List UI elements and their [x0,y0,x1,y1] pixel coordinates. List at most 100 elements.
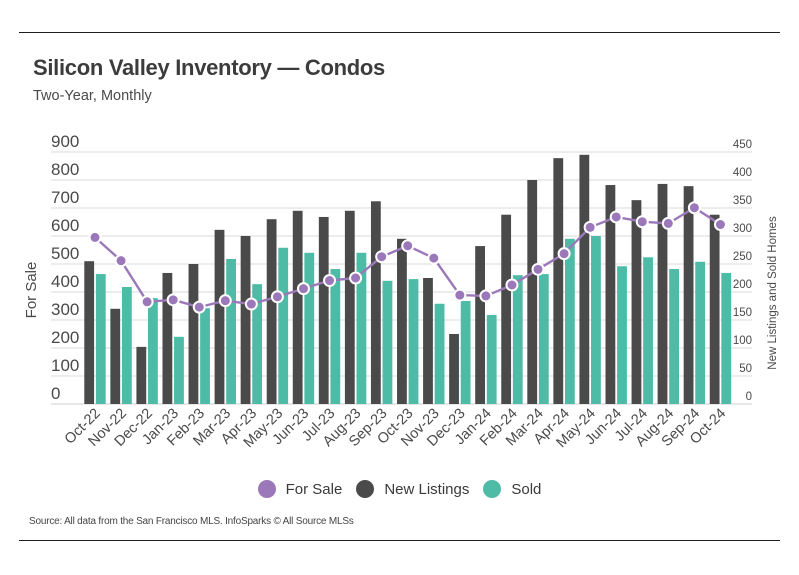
for-sale-point [270,290,284,304]
new-listings-bar [449,334,459,404]
new-listings-bar [162,272,173,404]
left-tick-label: 500 [51,244,79,263]
sold-bar [226,258,236,404]
left-tick-label: 700 [51,188,79,207]
left-axis-ticks: 0 100 200 300 400 500 600 700 800 900 [51,132,79,403]
right-tick-label: 0 [746,391,752,403]
left-tick-label: 800 [51,160,79,179]
left-tick-label: 600 [51,216,79,235]
sold-bar [643,257,653,404]
sold-bar [512,275,523,404]
right-tick-label: 350 [733,195,752,207]
for-sale-point [166,293,180,307]
sold-bar [538,274,549,404]
new-listings-bar [475,246,485,404]
right-axis-ticks: 0 50 100 150 200 250 300 350 400 450 [733,139,752,403]
new-listings-bar [579,154,590,404]
right-tick-label: 200 [733,279,752,291]
sold-bar [564,238,575,404]
sold-bar [148,298,158,404]
new-listings-bar [657,183,668,404]
legend-item-for-sale[interactable]: For Sale [257,480,343,498]
new-listings-bar [266,219,277,404]
new-listings-swatch-icon [356,480,375,498]
left-tick-label: 200 [51,328,79,347]
for-sale-point [479,289,493,303]
source-note: Source: All data from the San Francisco … [29,516,354,527]
sold-bar [382,280,393,404]
new-listings-bar [501,214,512,404]
for-sale-point [453,288,467,302]
new-listings-bar [370,201,381,404]
sold-bar [721,272,732,404]
left-tick-label: 300 [51,300,79,319]
sold-bar [669,269,680,404]
new-listings-bar [605,185,616,404]
left-tick-label: 900 [51,132,79,151]
right-tick-label: 100 [733,335,752,347]
sold-bar [330,269,341,404]
for-sale-point [687,201,701,215]
legend-item-sold[interactable]: Sold [483,480,541,498]
sold-bar [174,336,184,404]
right-axis-label: New Listings and Sold Homes [767,216,779,370]
sold-bar [121,286,132,404]
for-sale-point [531,262,545,276]
for-sale-point [192,300,206,314]
new-listings-bar [318,216,329,404]
right-tick-label: 450 [733,139,752,151]
right-tick-label: 400 [733,167,752,179]
x-axis-ticks: Oct-22Nov-22Dec-22Jan-23Feb-23Mar-23Apr-… [62,406,730,452]
sold-bar [695,261,706,404]
chart-title: Silicon Valley Inventory — Condos [33,55,385,80]
top-rule [19,32,780,33]
new-listings-bar [631,200,642,404]
sold-bar [356,252,367,404]
sold-bar [460,300,471,404]
sold-bar [591,236,601,404]
sold-bar [278,247,289,404]
new-listings-bar [136,346,147,404]
for-sale-point [609,210,623,224]
new-listings-bar [214,229,225,404]
for-sale-point [661,216,675,230]
new-listings-bar [344,210,355,404]
sold-bar [617,266,627,404]
right-tick-label: 250 [733,251,752,263]
new-listings-bar [110,308,121,404]
new-listings-bar [397,238,407,404]
sold-bar [408,279,419,404]
new-listings-bar [709,214,720,404]
for-sale-swatch-icon [257,480,276,498]
right-tick-label: 300 [733,223,752,235]
new-listings-bar [292,210,303,404]
legend-item-new-listings[interactable]: New Listings [356,480,469,498]
right-tick-label: 150 [733,307,752,319]
for-sale-point [635,215,649,229]
legend-label-sold: Sold [511,480,542,498]
sold-swatch-icon [483,480,502,498]
new-listings-bar [188,264,199,404]
for-sale-point [401,239,415,253]
bars [84,154,732,404]
sold-bar [252,284,263,404]
left-tick-label: 0 [51,384,60,403]
legend-label-new-listings: New Listings [384,480,470,498]
left-tick-label: 100 [51,356,79,375]
for-sale-point [583,220,597,234]
sold-bar [200,308,210,404]
for-sale-point [505,278,519,292]
new-listings-bar [423,278,433,404]
new-listings-bar [553,158,564,404]
for-sale-point [88,230,102,244]
for-sale-point [296,282,310,296]
legend-label-for-sale: For Sale [285,480,343,498]
left-tick-label: 400 [51,272,79,291]
for-sale-point [244,297,258,311]
sold-bar [486,314,497,404]
legend: For Sale New Listings Sold [0,480,799,498]
for-sale-point [375,250,389,264]
for-sale-point [427,251,441,265]
right-tick-label: 50 [739,363,752,375]
